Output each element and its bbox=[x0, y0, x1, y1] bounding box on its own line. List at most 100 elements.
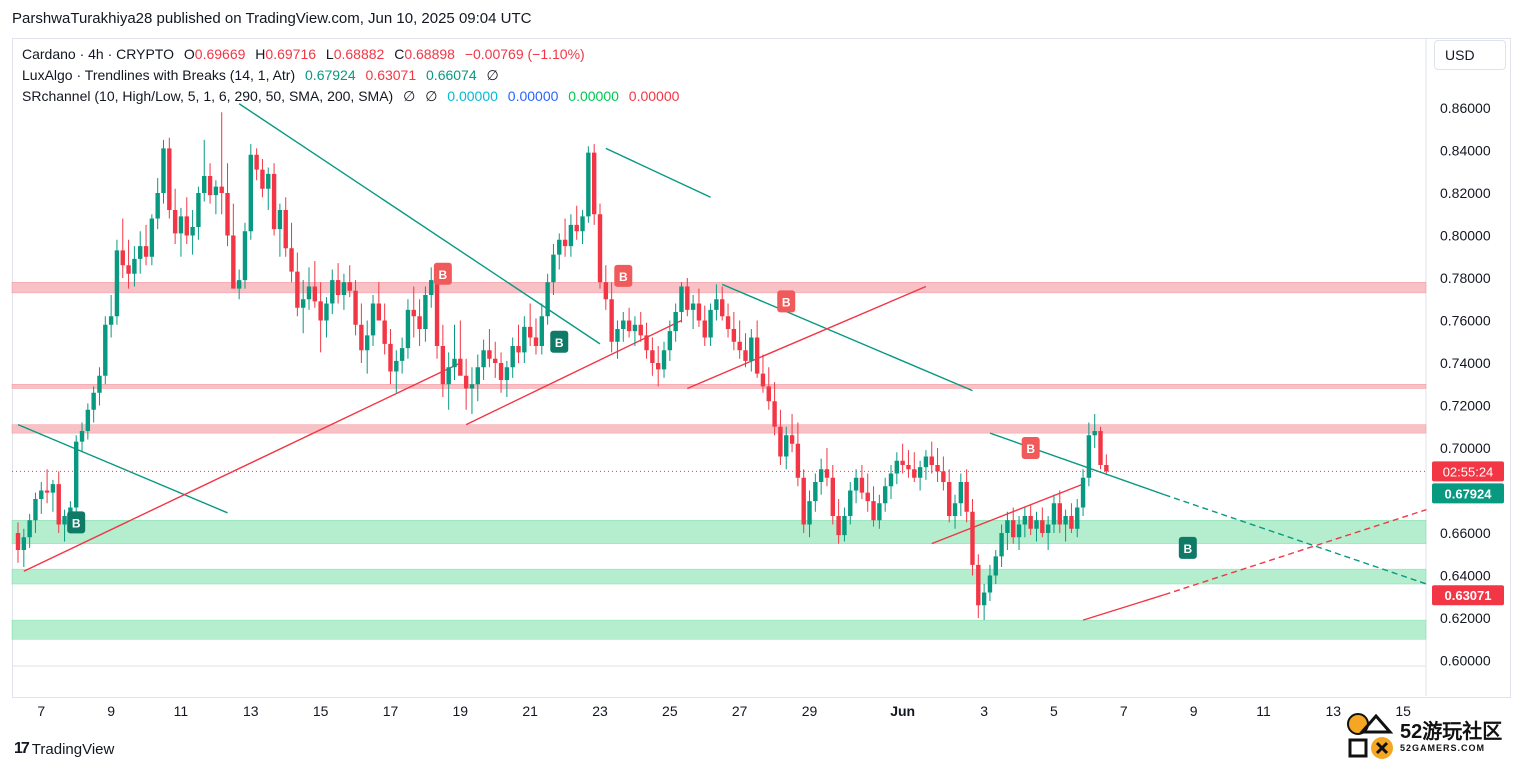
tradingview-logo[interactable]: 17 TradingView bbox=[14, 740, 114, 758]
candle-body bbox=[248, 154, 253, 232]
candle-body bbox=[504, 367, 510, 380]
candle-body bbox=[720, 299, 725, 317]
buy-break-marker[interactable] bbox=[550, 330, 569, 353]
candle-body bbox=[888, 473, 894, 487]
watermark-text: 52游玩社区 bbox=[1400, 721, 1503, 743]
candle-body bbox=[213, 186, 219, 196]
currency-selector-button[interactable]: USD bbox=[1434, 40, 1506, 70]
x-tick-label: 27 bbox=[732, 703, 748, 719]
candle-body bbox=[440, 346, 446, 385]
resistance-zone bbox=[11, 424, 1427, 434]
candle-body bbox=[365, 335, 370, 351]
candle-body bbox=[970, 511, 975, 565]
buy-break-marker[interactable] bbox=[67, 511, 86, 534]
candle-body bbox=[708, 309, 713, 338]
candle-body bbox=[818, 469, 824, 482]
x-tick-label: 3 bbox=[980, 703, 988, 719]
y-tick-label: 0.60000 bbox=[1440, 653, 1491, 669]
x-tick-label: 9 bbox=[107, 703, 115, 719]
legend-indicator-2: SRchannel (10, High/Low, 5, 1, 6, 290, 5… bbox=[22, 86, 685, 107]
candle-body bbox=[446, 367, 451, 385]
candle-body bbox=[789, 435, 795, 444]
candle-body bbox=[714, 299, 719, 310]
indicator-2-value-2: ∅ bbox=[425, 88, 438, 104]
indicator-1-value-1: 0.67924 bbox=[305, 67, 356, 83]
candle-body bbox=[481, 350, 486, 368]
candle-body bbox=[539, 316, 544, 346]
candle-body bbox=[609, 299, 614, 342]
candle-body bbox=[498, 363, 504, 380]
candle-body bbox=[202, 176, 207, 193]
candle-body bbox=[551, 254, 556, 283]
candle-body bbox=[516, 346, 521, 353]
candle-body bbox=[1028, 516, 1033, 529]
candle-body bbox=[231, 235, 236, 289]
candle-body bbox=[882, 486, 888, 504]
close-value: 0.68898 bbox=[404, 46, 455, 62]
watermark: 52游玩社区 52GAMERS.COM bbox=[1346, 712, 1502, 762]
candle-body bbox=[27, 520, 32, 538]
price-tag bbox=[1432, 483, 1504, 504]
break-marker-label: B bbox=[439, 268, 448, 282]
buy-break-marker[interactable] bbox=[1178, 536, 1197, 559]
y-tick-label: 0.62000 bbox=[1440, 610, 1491, 626]
indicator-1-name[interactable]: LuxAlgo · Trendlines with Breaks (14, 1,… bbox=[22, 67, 296, 83]
x-tick-label: 7 bbox=[1120, 703, 1128, 719]
candle-body bbox=[568, 224, 574, 247]
break-marker-label: B bbox=[555, 336, 564, 350]
candle-body bbox=[1040, 520, 1045, 533]
candle-body bbox=[242, 231, 248, 281]
candle-body bbox=[207, 176, 213, 196]
indicator-2-name[interactable]: SRchannel (10, High/Low, 5, 1, 6, 290, 5… bbox=[22, 88, 394, 104]
trendline-up bbox=[687, 285, 927, 390]
sell-break-marker[interactable] bbox=[433, 262, 452, 285]
candle-body bbox=[254, 154, 259, 170]
candle-body bbox=[196, 193, 201, 227]
candle-body bbox=[126, 265, 131, 274]
candle-body bbox=[423, 295, 428, 329]
candle-body bbox=[981, 592, 987, 606]
chart-frame bbox=[12, 38, 1511, 698]
candle-body bbox=[138, 246, 143, 259]
support-zone bbox=[11, 568, 1427, 585]
candle-body bbox=[679, 286, 684, 312]
y-tick-label: 0.86000 bbox=[1440, 100, 1491, 116]
candle-body bbox=[522, 326, 527, 353]
candle-body bbox=[172, 210, 178, 234]
x-tick-label: 21 bbox=[522, 703, 538, 719]
candle-body bbox=[399, 348, 405, 361]
countdown-tag bbox=[1432, 461, 1504, 482]
candle-body bbox=[120, 250, 125, 266]
candle-body bbox=[987, 575, 993, 593]
candle-body bbox=[591, 152, 597, 215]
support-zone bbox=[11, 619, 1427, 640]
sell-break-marker[interactable] bbox=[614, 264, 633, 287]
low-label: L bbox=[325, 46, 334, 62]
candle-body bbox=[91, 392, 96, 410]
candle-body bbox=[941, 471, 946, 482]
candle-body bbox=[1075, 507, 1080, 529]
candle-body bbox=[1092, 431, 1097, 436]
y-tick-label: 0.84000 bbox=[1440, 143, 1491, 159]
candle-body bbox=[74, 441, 79, 508]
legend-symbol[interactable]: Cardano · 4h · CRYPTO bbox=[22, 46, 174, 62]
trendline-up bbox=[23, 362, 461, 572]
candle-body bbox=[21, 537, 27, 550]
candle-body bbox=[912, 469, 917, 478]
candle-body bbox=[667, 331, 673, 351]
sell-break-marker[interactable] bbox=[777, 290, 796, 313]
candle-body bbox=[964, 482, 969, 512]
open-value: 0.69669 bbox=[194, 46, 246, 62]
candle-body bbox=[1057, 503, 1062, 525]
candle-body bbox=[190, 227, 195, 236]
candle-body bbox=[1104, 465, 1109, 472]
x-tick-label: 13 bbox=[243, 703, 259, 719]
candle-body bbox=[603, 282, 609, 300]
candle-body bbox=[848, 490, 853, 516]
open-label: O bbox=[183, 46, 195, 62]
sell-break-marker[interactable] bbox=[1021, 437, 1040, 459]
candle-body bbox=[236, 280, 242, 289]
candle-body bbox=[644, 335, 649, 351]
candle-body bbox=[143, 246, 149, 257]
